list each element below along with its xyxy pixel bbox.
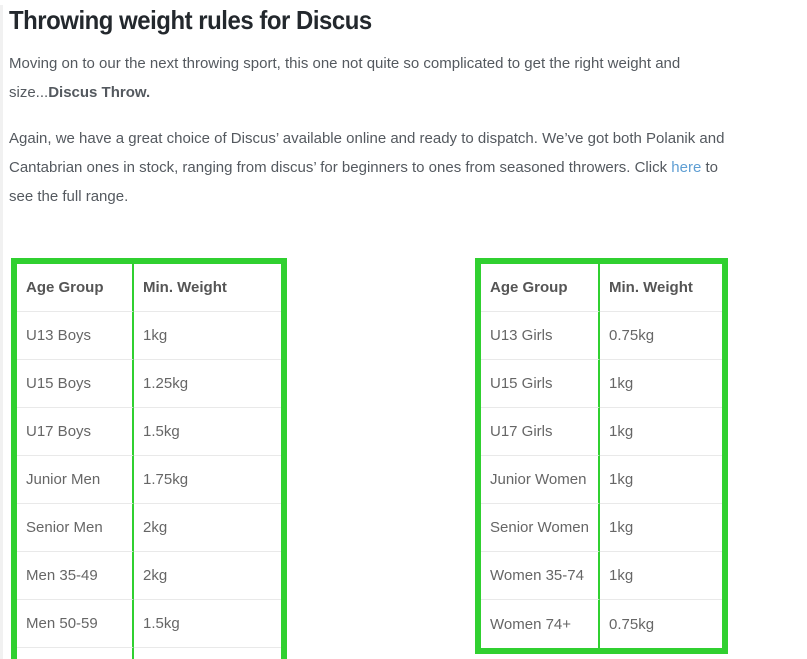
range-paragraph-text-after: to see the full range.: [9, 159, 718, 205]
table-row: Junior Men 1.75kg: [17, 456, 281, 504]
men-weight-table: Age Group Min. Weight U13 Boys 1kg U15 Boys…: [11, 258, 287, 659]
page-title: Throwing weight rules for Discus: [9, 5, 372, 35]
min-weight-cell: 1kg: [600, 504, 722, 552]
age-group-cell: U15 Girls: [481, 360, 600, 408]
age-group-cell: Junior Women: [481, 456, 600, 504]
min-weight-cell: 1kg: [600, 456, 722, 504]
range-paragraph: Again, we have a great choice of Discus’…: [9, 124, 735, 211]
age-group-cell: Junior Men: [17, 456, 134, 504]
range-paragraph-text-before: Again, we have a great choice of Discus’…: [9, 130, 725, 176]
min-weight-cell: 0.75kg: [600, 312, 722, 360]
table-header-row: Age Group Min. Weight: [17, 264, 281, 312]
weight-tables-row: Age Group Min. Weight U13 Boys 1kg U15 Boys…: [9, 258, 799, 659]
age-group-cell: Men 60-69: [17, 648, 134, 659]
age-group-cell: Men 35-49: [17, 552, 134, 600]
table-row: Men 60-691kg: [17, 648, 281, 659]
age-group-cell: U13 Boys: [17, 312, 134, 360]
min-weight-cell: 1.5kg: [134, 408, 281, 456]
intro-paragraph-text: Moving on to our the next throwing sport…: [9, 55, 681, 101]
min-weight-cell: 1.5kg: [134, 600, 281, 648]
table-row: Women 35-74 1kg: [481, 552, 722, 600]
min-weight-header: Min. Weight: [134, 264, 281, 312]
table-row: Men 50-59 1.5kg: [17, 600, 281, 648]
min-weight-cell: 1.75kg: [134, 456, 281, 504]
full-range-link[interactable]: here: [671, 159, 702, 176]
table-row: U15 Girls 1kg: [481, 360, 722, 408]
table-row: U13 Girls 0.75kg: [481, 312, 722, 360]
age-group-cell: Women 35-74: [481, 552, 600, 600]
table-header-row: Age Group Min. Weight: [481, 264, 722, 312]
age-group-cell: U17 Girls: [481, 408, 600, 456]
min-weight-cell: 1kg: [600, 360, 722, 408]
min-weight-cell: 2kg: [134, 504, 281, 552]
table-row: Senior Women 1kg: [481, 504, 722, 552]
intro-paragraph-bold: Discus Throw.: [48, 84, 151, 101]
min-weight-cell: 1kg: [134, 312, 281, 360]
min-weight-cell: 2kg: [134, 552, 281, 600]
age-group-header: Age Group: [481, 264, 600, 312]
intro-paragraph: Moving on to our the next throwing sport…: [9, 49, 735, 107]
age-group-cell: Women 74+: [481, 600, 600, 648]
age-group-cell: U13 Girls: [481, 312, 600, 360]
women-weight-table: Age Group Min. Weight U13 Girls 0.75kg U15 …: [475, 258, 728, 654]
age-group-cell: U15 Boys: [17, 360, 134, 408]
min-weight-cell: 0.75kg: [609, 615, 655, 633]
age-group-cell: U17 Boys: [17, 408, 134, 456]
table-row: U15 Boys 1.25kg: [17, 360, 281, 408]
min-weight-cell: 1.25kg: [134, 360, 281, 408]
min-weight-cell: 1kg: [134, 648, 281, 659]
table-row: Senior Men 2kg: [17, 504, 281, 552]
age-group-header: Age Group: [17, 264, 134, 312]
age-group-cell: Men 50-59: [17, 600, 134, 648]
article-page: Throwing weight rules for Discus Moving …: [0, 5, 807, 659]
min-weight-cell: 1kg: [600, 552, 722, 600]
table-row: U17 Boys 1.5kg: [17, 408, 281, 456]
min-weight-header: Min. Weight: [600, 264, 722, 312]
table-row: U17 Girls 1kg: [481, 408, 722, 456]
table-row: U13 Boys 1kg: [17, 312, 281, 360]
table-row: Men 35-49 2kg: [17, 552, 281, 600]
age-group-cell: Senior Men: [17, 504, 134, 552]
article-content: Throwing weight rules for Discus Moving …: [3, 5, 807, 659]
min-weight-cell: 1kg: [600, 408, 722, 456]
age-group-cell: Senior Women: [481, 504, 600, 552]
table-row: Women 74+ 0.75kg: [481, 600, 722, 648]
table-row: Junior Women 1kg: [481, 456, 722, 504]
